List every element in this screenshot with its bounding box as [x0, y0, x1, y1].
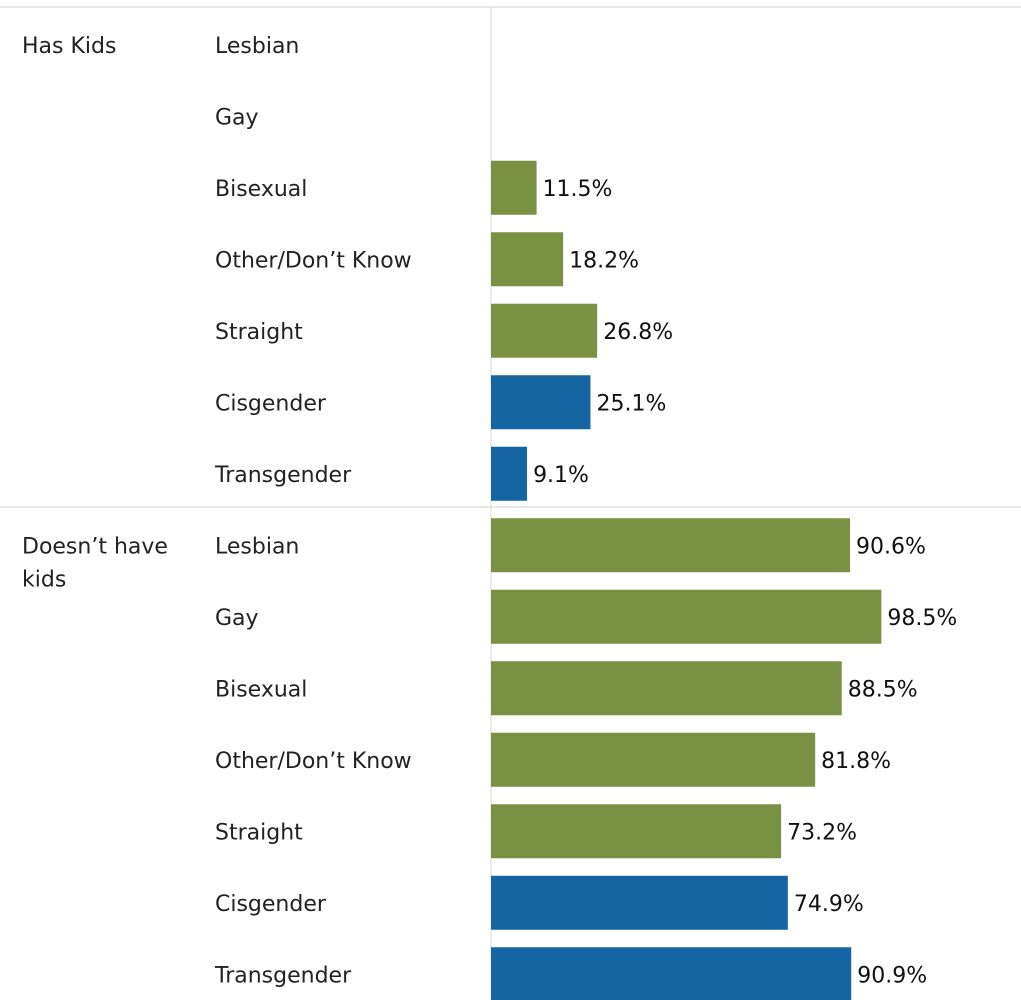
bar: [491, 732, 816, 787]
category-labels: Lesbian Gay Bisexual Other/Don’t Know Straig…: [214, 34, 412, 989]
value-label: 90.6%: [856, 534, 926, 559]
value-label: 81.8%: [821, 749, 891, 774]
group-label: Doesn’t have kids: [22, 534, 168, 592]
bar: [491, 232, 564, 287]
category-label: Other/Don’t Know: [215, 749, 412, 774]
bar: [491, 875, 788, 930]
category-label: Transgender: [214, 463, 352, 488]
value-label: 74.9%: [794, 892, 864, 917]
category-label: Bisexual: [215, 177, 307, 202]
category-label: Bisexual: [215, 677, 307, 702]
value-label: 90.9%: [857, 963, 927, 988]
value-label: 26.8%: [603, 320, 673, 345]
category-label: Other/Don’t Know: [215, 248, 412, 273]
value-labels: 11.5% 18.2% 26.8% 25.1% 9.1% 90.6% 98.5% 88.5% 8…: [533, 177, 957, 989]
bar: [491, 446, 528, 501]
category-label: Cisgender: [215, 391, 327, 416]
group-labels: Has Kids Doesn’t have kids: [22, 34, 168, 593]
value-label: 73.2%: [787, 820, 857, 845]
bar: [491, 518, 851, 573]
bar: [491, 804, 782, 859]
category-label: Cisgender: [215, 892, 327, 917]
value-label: 25.1%: [596, 391, 666, 416]
value-label: 88.5%: [848, 677, 918, 702]
bar: [491, 947, 852, 1000]
category-label: Straight: [215, 820, 303, 845]
category-label: Lesbian: [215, 534, 299, 559]
bar: [491, 589, 882, 644]
category-label: Gay: [215, 105, 259, 130]
group-label: Has Kids: [22, 34, 116, 59]
bar: [491, 303, 598, 358]
value-label: 98.5%: [887, 606, 957, 631]
category-label: Lesbian: [215, 34, 299, 59]
value-label: 11.5%: [543, 177, 613, 202]
bar: [491, 375, 591, 430]
bar: [491, 661, 842, 716]
category-label: Transgender: [214, 963, 352, 988]
category-label: Gay: [215, 606, 259, 631]
bar: [491, 160, 537, 215]
value-label: 9.1%: [533, 463, 589, 488]
value-label: 18.2%: [569, 248, 639, 273]
category-label: Straight: [215, 320, 303, 345]
bars: [491, 160, 882, 1000]
